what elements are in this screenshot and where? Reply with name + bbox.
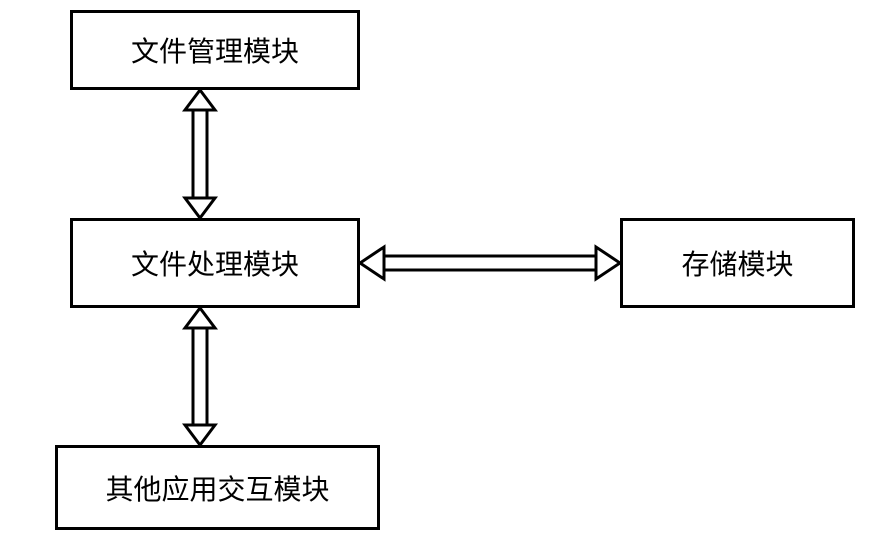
storage-label: 存储模块 bbox=[681, 243, 793, 283]
other-app-label: 其他应用交互模块 bbox=[105, 468, 329, 508]
arrow-proc-storage bbox=[360, 243, 620, 283]
arrow-mgmt-proc bbox=[180, 90, 220, 218]
file-management-box: 文件管理模块 bbox=[70, 10, 360, 90]
other-app-box: 其他应用交互模块 bbox=[55, 445, 380, 530]
arrow-proc-other bbox=[180, 308, 220, 445]
file-processing-label: 文件处理模块 bbox=[131, 243, 299, 283]
file-processing-box: 文件处理模块 bbox=[70, 218, 360, 308]
file-management-label: 文件管理模块 bbox=[131, 30, 299, 70]
storage-box: 存储模块 bbox=[620, 218, 855, 308]
